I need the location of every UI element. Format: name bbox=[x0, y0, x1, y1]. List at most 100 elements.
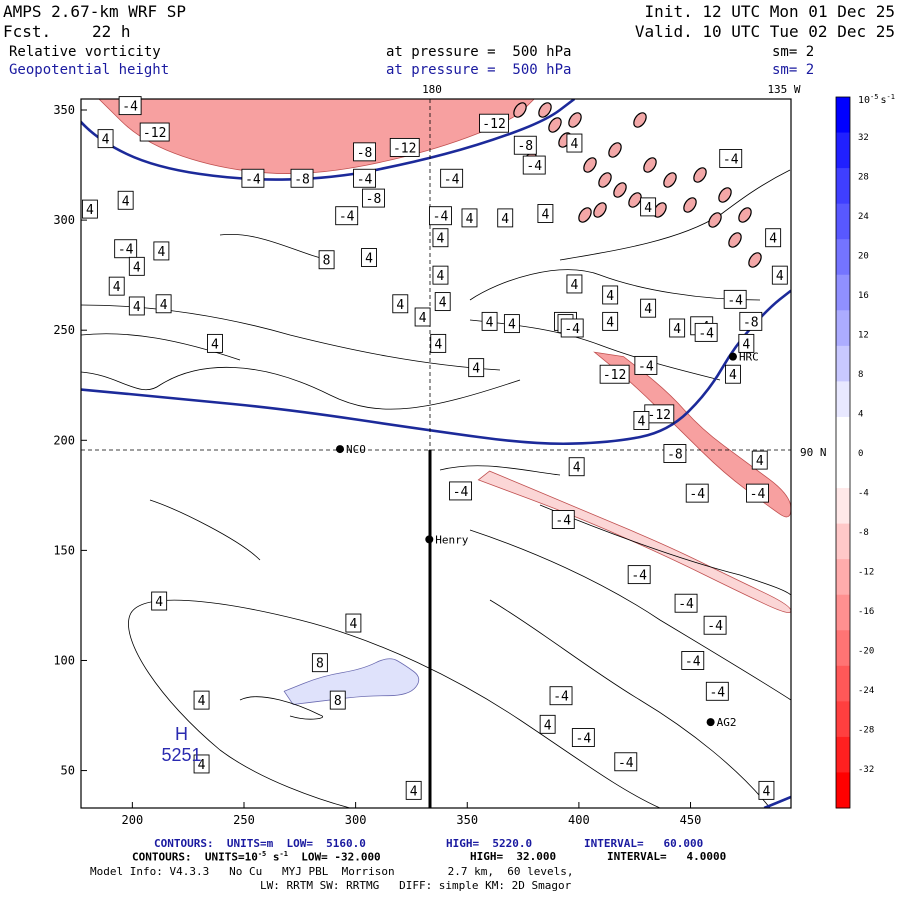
y-tick-label: 150 bbox=[53, 543, 75, 557]
vorticity-cell bbox=[598, 172, 612, 188]
vorticity-label-box bbox=[128, 296, 145, 316]
vorticity-label: 4 bbox=[157, 245, 165, 260]
vorticity-label-box bbox=[440, 168, 464, 188]
vorticity-cell bbox=[613, 182, 627, 198]
vorticity-contour bbox=[81, 304, 501, 371]
vorticity-label-box bbox=[139, 122, 170, 142]
vorticity-contour bbox=[239, 696, 323, 720]
station-marker bbox=[425, 535, 434, 544]
vorticity-label: -4 bbox=[453, 485, 469, 500]
colorbar-swatch bbox=[836, 488, 850, 525]
x-tick-label: 250 bbox=[233, 813, 255, 827]
colorbar-swatch bbox=[836, 274, 850, 311]
colorbar-tick-label: -8 bbox=[858, 528, 869, 538]
vorticity-label: -12 bbox=[482, 117, 505, 132]
vorticity-label: -12 bbox=[393, 141, 416, 156]
forecast-label: Fcst. bbox=[3, 22, 52, 41]
colorbar-swatch bbox=[836, 665, 850, 702]
y-tick-label: 50 bbox=[61, 764, 75, 778]
vorticity-label: -4 bbox=[709, 685, 725, 700]
colorbar-swatch bbox=[836, 239, 850, 276]
colorbar-swatch bbox=[836, 701, 850, 738]
vorticity-label-box bbox=[537, 204, 554, 223]
vorticity-cell bbox=[548, 117, 562, 133]
vorticity-label: -4 bbox=[444, 172, 460, 187]
vorticity-cell bbox=[683, 197, 697, 213]
vorticity-label: 4 bbox=[419, 311, 427, 326]
vorticity-label: 4 bbox=[606, 289, 614, 304]
vorticity-label-box bbox=[640, 298, 657, 318]
field2-level: at pressure = 500 hPa bbox=[386, 62, 572, 78]
footer-vort-high: HIGH= 32.000 bbox=[470, 850, 557, 863]
vorticity-label-box bbox=[633, 411, 650, 430]
colorbar-swatch bbox=[836, 168, 850, 205]
footer-height-high: HIGH= 5220.0 bbox=[446, 837, 533, 850]
vorticity-contour bbox=[81, 333, 241, 361]
colorbar-swatch bbox=[836, 381, 850, 418]
vorticity-label: 4 bbox=[133, 300, 141, 315]
vorticity-label-box bbox=[290, 168, 314, 188]
y-tick-label: 100 bbox=[53, 653, 75, 667]
vorticity-label-box bbox=[751, 450, 768, 470]
vorticity-label: 4 bbox=[571, 278, 579, 293]
vorticity-cell bbox=[538, 102, 552, 118]
vorticity-label-box bbox=[566, 133, 583, 153]
vorticity-contour bbox=[469, 529, 791, 701]
vorticity-cell bbox=[568, 112, 582, 128]
colorbar: 32 28 24 20 16 12 8 4 0 -4 -8 -12 -16 -20 -24 -28 -32 bbox=[835, 96, 874, 809]
y-tick-label: 200 bbox=[53, 433, 75, 447]
colorbar-tick-label: -28 bbox=[858, 726, 874, 736]
vorticity-shade bbox=[98, 99, 535, 174]
station-label: NCO bbox=[346, 443, 366, 456]
vorticity-label: 4 bbox=[756, 454, 764, 469]
vorticity-label: 4 bbox=[486, 315, 494, 330]
vorticity-label-box bbox=[335, 206, 359, 226]
lon-135w-label: 135 W bbox=[767, 83, 800, 96]
vorticity-contour bbox=[469, 269, 761, 301]
vorticity-label-box bbox=[345, 613, 362, 633]
vorticity-label-box bbox=[674, 593, 698, 613]
vorticity-label: 4 bbox=[113, 280, 121, 295]
vorticity-label: -12 bbox=[603, 368, 626, 383]
vorticity-label-box bbox=[602, 285, 619, 305]
field2-smoothing: sm= 2 bbox=[772, 62, 815, 78]
vorticity-label-box bbox=[449, 481, 473, 501]
colorbar-tick-label: 12 bbox=[858, 331, 869, 341]
colorbar-tick-label: 20 bbox=[858, 252, 869, 262]
vorticity-label: -4 bbox=[618, 756, 634, 771]
vorticity-cell bbox=[708, 212, 722, 228]
vorticity-label-box bbox=[151, 591, 168, 611]
vorticity-cell bbox=[663, 172, 677, 188]
vorticity-label: 4 bbox=[769, 232, 777, 247]
vorticity-label: 4 bbox=[763, 784, 771, 799]
vorticity-label-box bbox=[114, 239, 138, 259]
vorticity-cell bbox=[628, 192, 642, 208]
vorticity-label: -4 bbox=[245, 172, 261, 187]
vorticity-label: -4 bbox=[723, 152, 739, 167]
vorticity-label: 8 bbox=[323, 254, 331, 269]
vorticity-cell bbox=[748, 252, 762, 268]
x-tick-label: 450 bbox=[680, 813, 702, 827]
colorbar-swatch bbox=[836, 736, 850, 773]
colorbar-swatch bbox=[836, 345, 850, 382]
vorticity-label-box bbox=[602, 311, 619, 331]
vorticity-label-box bbox=[549, 686, 573, 706]
vorticity-label-box bbox=[765, 228, 782, 248]
vorticity-label-box bbox=[193, 754, 210, 774]
vorticity-label: 4 bbox=[102, 133, 110, 148]
field1-name: Relative vorticity bbox=[9, 44, 161, 60]
vorticity-cell bbox=[728, 232, 742, 248]
vorticity-cell bbox=[608, 142, 622, 158]
colorbar-swatch bbox=[836, 416, 850, 453]
vorticity-cell bbox=[583, 157, 597, 173]
vorticity-label-box bbox=[481, 311, 498, 331]
footer-model-info: Model Info: V4.3.3 No Cu MYJ PBL Morriso… bbox=[90, 865, 574, 878]
vorticity-cell bbox=[693, 167, 707, 183]
vorticity-label: -12 bbox=[648, 408, 671, 423]
vorticity-label-box bbox=[461, 208, 478, 228]
vorticity-label: 4 bbox=[644, 201, 652, 216]
vorticity-label: 4 bbox=[133, 260, 141, 275]
y-tick-label: 250 bbox=[53, 323, 75, 337]
vorticity-label: -8 bbox=[743, 315, 759, 330]
height-contour bbox=[81, 289, 791, 446]
